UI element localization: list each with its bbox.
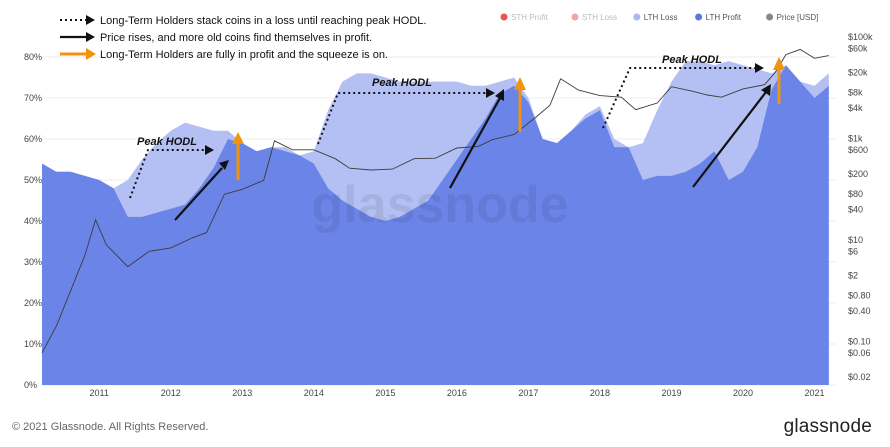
y-right-tick-label: $8k [848, 88, 863, 98]
legend-label: Price [USD] [777, 13, 819, 22]
peak-hodl-label: Peak HODL [372, 77, 432, 89]
y-right-tick-label: $0.06 [848, 348, 871, 358]
x-tick-label: 2018 [590, 388, 610, 398]
cycle-annotation: Peak HODL [602, 54, 785, 188]
annotation-key: Long-Term Holders stack coins in a loss … [60, 15, 426, 61]
y-left-tick-label: 70% [24, 93, 42, 103]
x-tick-label: 2020 [733, 388, 753, 398]
y-right-tick-label: $60k [848, 43, 868, 53]
legend-swatch [571, 13, 579, 21]
solid-arrow-head-icon [495, 89, 504, 101]
dotted-arrow-icon [602, 67, 755, 129]
legend-label: STH Loss [582, 13, 617, 22]
x-tick-label: 2021 [805, 388, 825, 398]
y-right-tick-label: $1k [848, 134, 863, 144]
copyright-text: © 2021 Glassnode. All Rights Reserved. [12, 421, 209, 433]
annotation-key-text: Price rises, and more old coins find the… [100, 32, 372, 44]
y-right-tick-label: $20k [848, 67, 868, 77]
y-right-tick-label: $2 [848, 270, 858, 280]
brand-logo-text: glassnode [783, 416, 872, 437]
y-left-tick-label: 10% [24, 339, 42, 349]
y-right-tick-label: $4k [848, 103, 863, 113]
legend-label: LTH Profit [706, 13, 742, 22]
dotted-arrow-head-icon [486, 88, 495, 98]
y-left-tick-label: 40% [24, 216, 42, 226]
legend: STH Profit STH Loss LTH Loss LTH Profit Pric… [500, 13, 819, 22]
y-left-tick-label: 60% [24, 134, 42, 144]
x-tick-label: 2013 [232, 388, 252, 398]
x-tick-label: 2019 [661, 388, 681, 398]
dotted-arrow-head-icon [755, 63, 764, 73]
dotted-arrow-head-icon [205, 145, 214, 155]
y-right-tick-label: $100k [848, 32, 873, 42]
legend-label: STH Profit [511, 13, 549, 22]
y-right-tick-label: $0.10 [848, 337, 871, 347]
x-tick-label: 2014 [304, 388, 324, 398]
x-axis: 2011 2012 2013 2014 2015 2016 2017 2018 2019 2020… [90, 388, 825, 398]
y-left-tick-label: 0% [24, 380, 37, 390]
solid-arrow-head-icon [219, 160, 229, 170]
y-right-tick-label: $6 [848, 246, 858, 256]
y-right-tick-label: $40 [848, 204, 863, 214]
y-right-tick-label: $0.80 [848, 291, 871, 301]
legend-swatch [633, 13, 641, 21]
dotted-arrow-head-icon [86, 15, 95, 25]
legend-swatch [766, 13, 774, 21]
cycle-annotation: Peak HODL [129, 132, 244, 221]
orange-arrow-head-icon [773, 57, 785, 70]
annotation-key-text: Long-Term Holders stack coins in a loss … [100, 15, 426, 27]
y-left-tick-label: 50% [24, 175, 42, 185]
orange-arrow-head-icon [86, 48, 96, 60]
solid-arrow-head-icon [761, 84, 771, 96]
x-tick-label: 2015 [375, 388, 395, 398]
price-line [41, 48, 829, 354]
orange-arrow-head-icon [232, 132, 244, 144]
y-left-tick-label: 80% [24, 52, 42, 62]
x-tick-label: 2016 [447, 388, 467, 398]
y-axis-right: $0.02 $0.06$0.10 $0.40 $0.80 $2 $6$10 $40 $80 $2… [848, 32, 873, 382]
y-right-tick-label: $80 [848, 189, 863, 199]
legend-label: LTH Loss [644, 13, 678, 22]
y-right-tick-label: $600 [848, 145, 868, 155]
y-axis-left: 0% 10% 20% 30% 40% 50% 60% 70% 80% [24, 52, 42, 390]
peak-hodl-label: Peak HODL [137, 136, 197, 148]
peak-hodl-label: Peak HODL [662, 54, 722, 66]
y-right-tick-label: $200 [848, 169, 868, 179]
legend-swatch [695, 13, 703, 21]
annotation-key-text: Long-Term Holders are fully in profit an… [100, 49, 388, 61]
solid-arrow-head-icon [86, 32, 95, 42]
dotted-arrow-icon [129, 149, 205, 199]
y-right-tick-label: $0.02 [848, 372, 871, 382]
y-right-tick-label: $0.40 [848, 306, 871, 316]
y-right-tick-label: $10 [848, 235, 863, 245]
watermark: glassnode [311, 176, 568, 234]
orange-arrow-head-icon [514, 77, 526, 90]
x-tick-label: 2012 [161, 388, 181, 398]
solid-arrow-icon [174, 167, 223, 221]
x-tick-label: 2017 [518, 388, 538, 398]
solid-arrow-icon [449, 97, 501, 189]
x-tick-label: 2011 [90, 388, 109, 398]
solid-arrow-icon [692, 91, 767, 188]
legend-swatch [500, 13, 508, 21]
y-left-tick-label: 30% [24, 257, 42, 267]
cycle-annotation: Peak HODL [317, 77, 526, 189]
y-left-tick-label: 20% [24, 298, 42, 308]
